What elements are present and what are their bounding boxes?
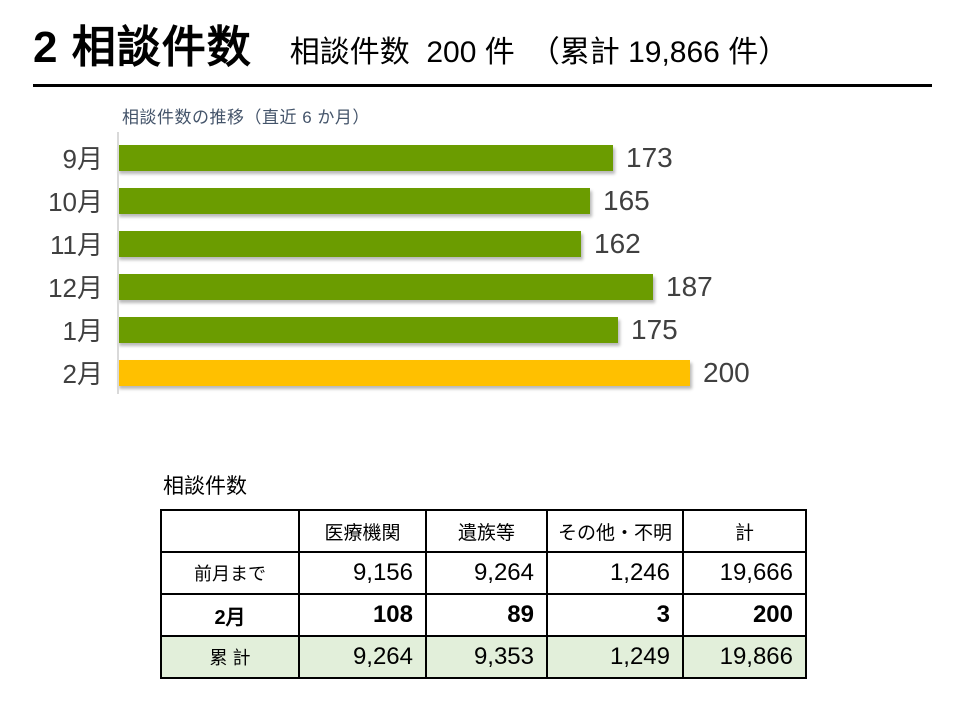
table-row-label: 前月まで [160,551,300,595]
chart-value-label: 173 [626,141,673,173]
chart-row: 9月 173 [0,136,960,179]
table-value-cell: 19,866 [682,635,807,679]
chart-category-label: 11月 [50,230,103,261]
chart-plot-area: 9月 173 10月 165 11月 162 12月 187 1月 175 2月 200 [0,132,960,395]
table-header-cell: 医療機関 [298,509,427,553]
chart-row: 12月 187 [0,265,960,308]
table-value-cell: 19,666 [682,551,807,595]
table-value-cell: 9,353 [425,635,548,679]
table-value-cell: 9,264 [298,635,427,679]
chart-bar [117,144,613,171]
table-header-cell: 遺族等 [425,509,548,553]
title-divider [33,84,932,88]
page-title: 2 相談件数 [33,23,252,72]
consultation-trend-chart: 相談件数の推移（直近 6 か月） 9月 173 10月 165 11月 162 12月 187… [0,103,960,395]
table-row: 2月 108 89 3 200 [160,593,807,637]
table-row-label: 2月 [160,593,300,637]
summary-table: 医療機関 遺族等 その他・不明計 前月まで 9,156 9,264 1,246 19,666… [160,509,807,679]
chart-bar [117,187,590,214]
table-value-cell: 108 [298,593,427,637]
chart-category-label: 2月 [62,359,103,390]
chart-category-label: 12月 [48,273,103,304]
chart-category-label: 9月 [62,144,103,175]
chart-bar [117,316,618,343]
chart-category-label: 10月 [48,187,103,218]
chart-row: 10月 165 [0,179,960,222]
y-axis-line [117,132,119,395]
table-value-cell: 9,264 [425,551,548,595]
table-header-cell: 計 [682,509,807,553]
chart-value-label: 162 [594,227,641,259]
table-header-row: 医療機関 遺族等 その他・不明計 [160,509,807,553]
title-row: 2 相談件数 相談件数 200 件 （累計 19,866 件） [33,23,932,72]
chart-value-label: 200 [703,356,750,388]
table-caption: 相談件数 [163,475,247,498]
table-value-cell: 89 [425,593,548,637]
chart-row: 2月 200 [0,351,960,394]
chart-row: 1月 175 [0,308,960,351]
page-header: 2 相談件数 相談件数 200 件 （累計 19,866 件） [0,0,960,88]
table-value-cell: 200 [682,593,807,637]
table-value-cell: 9,156 [298,551,427,595]
chart-value-label: 175 [631,313,678,345]
table-header-cell [160,509,300,553]
chart-value-label: 187 [666,270,713,302]
chart-bar [117,230,581,257]
summary-table-section: 相談件数 医療機関 遺族等 その他・不明計 前月まで 9,156 9,264 1,246 1… [160,470,807,679]
table-row: 累 計 9,264 9,353 1,249 19,866 [160,635,807,679]
table-value-cell: 1,249 [546,635,684,679]
chart-bar [117,273,653,300]
chart-title: 相談件数の推移（直近 6 か月） [122,108,370,128]
chart-row: 11月 162 [0,222,960,265]
chart-category-label: 1月 [62,316,103,347]
table-row: 前月まで 9,156 9,264 1,246 19,666 [160,551,807,595]
chart-bar-highlight [117,359,690,386]
table-value-cell: 1,246 [546,551,684,595]
table-row-label: 累 計 [160,635,300,679]
table-header-cell: その他・不明 [546,509,684,553]
page-subtitle: 相談件数 200 件 （累計 19,866 件） [289,36,789,69]
chart-value-label: 165 [603,184,650,216]
table-value-cell: 3 [546,593,684,637]
